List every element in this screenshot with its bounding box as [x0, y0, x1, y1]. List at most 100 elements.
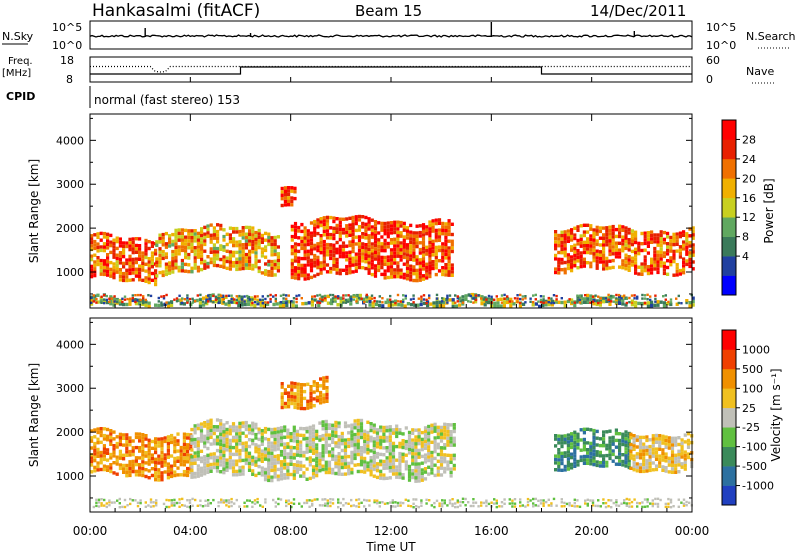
heatmap-cell — [650, 237, 654, 241]
heatmap-cell — [193, 458, 197, 462]
heatmap-cell — [109, 466, 113, 470]
heatmap-cell — [216, 223, 220, 227]
heatmap-cell — [407, 464, 412, 469]
heatmap-cell — [342, 301, 345, 304]
heatmap-cell — [222, 234, 226, 239]
heatmap-cell — [405, 249, 410, 254]
heatmap-cell — [171, 243, 175, 247]
heatmap-cell — [402, 300, 405, 303]
heatmap-cell — [428, 227, 432, 231]
heatmap-cell — [261, 302, 264, 305]
heatmap-cell — [566, 457, 570, 461]
heatmap-cell — [419, 302, 423, 307]
heatmap-cell — [627, 268, 631, 272]
heatmap-cell — [219, 442, 223, 447]
heatmap-cell — [691, 303, 695, 307]
heatmap-cell — [402, 262, 406, 266]
heatmap-cell — [390, 303, 394, 307]
heatmap-cell — [423, 443, 428, 447]
heatmap-cell — [235, 439, 239, 443]
heatmap-cell — [589, 451, 593, 456]
heatmap-cell — [324, 430, 328, 434]
heatmap-cell — [275, 302, 279, 306]
heatmap-cell — [435, 499, 439, 502]
heatmap-cell — [247, 424, 252, 428]
heatmap-cell — [595, 450, 599, 454]
x-tick-label: 16:00 — [474, 524, 509, 538]
heatmap-cell — [450, 222, 454, 226]
heatmap-cell — [134, 257, 138, 261]
heatmap-cell — [176, 449, 180, 453]
heatmap-cell — [228, 432, 232, 436]
heatmap-cell — [199, 466, 204, 470]
heatmap-cell — [222, 245, 226, 249]
heatmap-cell — [400, 303, 404, 307]
heatmap-cell — [542, 301, 545, 305]
heatmap-cell — [352, 298, 355, 301]
heatmap-cell — [531, 303, 535, 307]
heatmap-cell — [452, 436, 456, 440]
heatmap-cell — [141, 473, 145, 478]
heatmap-cell — [367, 254, 371, 258]
heatmap-cell — [166, 445, 170, 449]
heatmap-cell — [203, 434, 207, 438]
heatmap-cell — [134, 435, 138, 440]
heatmap-cell — [375, 451, 380, 456]
heatmap-cell — [302, 450, 306, 455]
heatmap-cell — [366, 451, 370, 455]
heatmap-cell — [366, 434, 370, 438]
heatmap-cell — [595, 256, 599, 260]
heatmap-cell — [441, 225, 445, 229]
heatmap-cell — [230, 301, 233, 304]
heatmap-cell — [337, 462, 341, 466]
heatmap-cell — [404, 463, 408, 468]
heatmap-cell — [563, 501, 566, 505]
heatmap-cell — [659, 250, 663, 254]
heatmap-cell — [225, 421, 229, 425]
heatmap-cell — [155, 264, 159, 268]
heatmap-cell — [222, 426, 226, 431]
heatmap-cell — [393, 247, 397, 252]
heatmap-cell — [334, 424, 338, 428]
heatmap-cell — [662, 304, 666, 308]
heatmap-cell — [105, 298, 108, 302]
heatmap-cell — [295, 450, 300, 454]
heatmap-cell — [160, 447, 164, 451]
heatmap-cell — [244, 427, 248, 432]
noise-search-label: N.Search — [746, 30, 796, 43]
heatmap-cell — [168, 244, 172, 248]
heatmap-cell — [669, 263, 673, 267]
heatmap-cell — [309, 395, 313, 399]
heatmap-cell — [513, 498, 517, 501]
heatmap-cell — [385, 463, 389, 467]
heatmap-cell — [421, 223, 426, 227]
heatmap-cell — [624, 226, 628, 230]
heatmap-cell — [654, 467, 659, 472]
heatmap-cell — [345, 254, 349, 259]
heatmap-cell — [163, 470, 167, 474]
heatmap-cell — [325, 392, 329, 397]
heatmap-cell — [147, 274, 151, 278]
heatmap-cell — [316, 242, 320, 246]
heatmap-cell — [312, 380, 316, 384]
heatmap-cell — [658, 457, 662, 462]
heatmap-cell — [397, 303, 401, 307]
heatmap-cell — [420, 478, 424, 482]
heatmap-cell — [557, 261, 561, 265]
heatmap-cell — [293, 196, 297, 201]
heatmap-cell — [248, 253, 252, 257]
heatmap-cell — [386, 265, 390, 269]
heatmap-cell — [597, 504, 600, 508]
heatmap-cell — [508, 502, 511, 505]
heatmap-cell — [254, 247, 258, 252]
heatmap-cell — [316, 259, 320, 263]
heatmap-cell — [191, 301, 194, 304]
heatmap-cell — [435, 300, 439, 305]
heatmap-cell — [467, 300, 470, 303]
heatmap-cell — [570, 265, 574, 269]
heatmap-cell — [420, 504, 423, 507]
heatmap-cell — [131, 439, 135, 443]
heatmap-cell — [179, 449, 183, 453]
heatmap-cell — [642, 462, 646, 467]
